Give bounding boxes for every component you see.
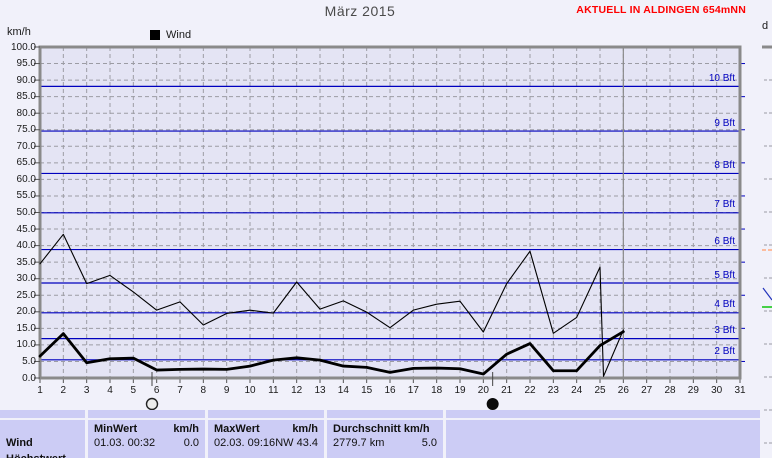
y-tick-label: 35.0	[16, 256, 36, 268]
x-tick-label: 2	[60, 385, 67, 396]
x-tick-label: 12	[291, 385, 303, 396]
durchschnitt-cell: Durchschnitt km/h 2779.7 km 5.0	[327, 420, 443, 458]
y-tick-label: 20.0	[16, 306, 36, 318]
x-tick-label: 13	[314, 385, 326, 396]
wind-average-line	[38, 330, 625, 376]
empty-cell	[446, 420, 760, 458]
y-tick-label: 5.0	[22, 355, 36, 367]
maxwert-datetime: 02.03. 09:16	[214, 437, 276, 449]
x-tick-label: 30	[711, 385, 723, 396]
x-tick-label: 4	[107, 385, 113, 396]
beaufort-label: 8 Bft	[714, 159, 735, 171]
stats-next-row-label-clipped: Höchstwert	[0, 449, 85, 458]
maxwert-direction-value: NW 43.4	[275, 437, 318, 449]
minwert-unit: km/h	[173, 423, 199, 435]
y-tick-label: 10.0	[16, 339, 36, 351]
adjacent-panel-blue-line	[762, 287, 772, 301]
y-tick-label: 30.0	[16, 273, 36, 285]
y-tick-label: 95.0	[16, 58, 36, 70]
table-strip-cell	[208, 410, 324, 418]
x-tick-label: 20	[477, 385, 489, 396]
x-tick-label: 24	[571, 385, 583, 396]
x-tick-label: 14	[337, 385, 349, 396]
x-tick-label: 11	[268, 385, 279, 396]
y-tick-label: 45.0	[16, 223, 36, 235]
new-moon-icon	[486, 398, 499, 410]
y-tick-label: 0.0	[22, 372, 36, 384]
x-tick-label: 19	[454, 385, 466, 396]
full-moon-icon	[145, 397, 159, 411]
y-tick-label: 65.0	[16, 157, 36, 169]
x-tick-label: 26	[617, 385, 629, 396]
x-tick-label: 16	[384, 385, 396, 396]
minwert-value: 0.0	[183, 437, 199, 449]
y-tick-label: 40.0	[16, 240, 36, 252]
y-tick-label: 15.0	[16, 322, 36, 334]
y-tick-label: 60.0	[16, 173, 36, 185]
table-strip-cell	[327, 410, 443, 418]
stats-row-label-cell: Wind Höchstwert	[0, 420, 85, 458]
beaufort-label: 4 Bft	[714, 299, 735, 311]
minwert-header: MinWert	[94, 423, 138, 435]
x-tick-label: 17	[407, 385, 419, 396]
status-banner: AKTUELL IN ALDINGEN 654mNN	[576, 4, 746, 16]
x-tick-label: 6	[153, 385, 160, 396]
y-tick-label: 80.0	[16, 107, 36, 119]
beaufort-label: 9 Bft	[714, 117, 735, 129]
chart-title: März 2015	[324, 3, 396, 19]
durchschnitt-value: 5.0	[421, 437, 437, 449]
minwert-datetime: 01.03. 00:32	[94, 437, 156, 449]
beaufort-label: 3 Bft	[714, 325, 735, 337]
x-tick-label: 28	[664, 385, 676, 396]
windrun-value: 2779.7 km	[333, 437, 385, 449]
beaufort-label: 2 Bft	[714, 346, 735, 358]
wind-peak-line	[39, 233, 624, 377]
table-strip-cell	[88, 410, 205, 418]
x-tick-label: 29	[687, 385, 699, 396]
stats-row-label: Wind	[6, 437, 33, 449]
maxwert-cell: MaxWert km/h 02.03. 09:16 NW 43.4	[208, 420, 324, 458]
durchschnitt-header: Durchschnitt km/h	[333, 423, 430, 435]
y-tick-label: 25.0	[16, 289, 36, 301]
y-tick-label: 70.0	[16, 140, 36, 152]
y-tick-label: 75.0	[16, 124, 36, 136]
x-tick-label: 23	[547, 385, 559, 396]
beaufort-label: 10 Bft	[708, 72, 735, 84]
y-tick-label: 100.0	[10, 41, 36, 53]
x-tick-label: 21	[501, 385, 513, 396]
x-tick-label: 8	[200, 385, 207, 396]
beaufort-label: 5 Bft	[714, 269, 735, 281]
beaufort-label: 6 Bft	[714, 236, 735, 248]
x-tick-label: 31	[734, 385, 746, 396]
x-tick-label: 27	[641, 385, 653, 396]
y-tick-label: 55.0	[16, 190, 36, 202]
y-tick-label: 90.0	[16, 74, 36, 86]
x-tick-label: 22	[524, 385, 536, 396]
y-axis-unit-label: km/h	[7, 26, 31, 38]
x-tick-label: 3	[83, 385, 90, 396]
y-tick-label: 85.0	[16, 91, 36, 103]
table-strip-cell	[0, 410, 85, 418]
maxwert-header: MaxWert	[214, 423, 260, 435]
minwert-cell: MinWert km/h 01.03. 00:32 0.0	[88, 420, 205, 458]
adjacent-panel-label: d	[762, 20, 769, 32]
x-tick-label: 1	[37, 385, 43, 396]
x-tick-label: 25	[594, 385, 606, 396]
x-tick-label: 15	[361, 385, 373, 396]
y-tick-label: 50.0	[16, 207, 36, 218]
x-tick-label: 5	[130, 385, 137, 396]
x-tick-label: 18	[431, 385, 443, 396]
legend-label: Wind	[166, 29, 192, 41]
maxwert-unit: km/h	[292, 423, 318, 435]
wind-legend: Wind	[150, 29, 191, 41]
x-tick-label: 10	[244, 385, 256, 396]
adjacent-panel-frame	[762, 45, 772, 49]
x-tick-label: 7	[177, 385, 183, 396]
table-strip-cell	[446, 410, 760, 418]
x-tick-label: 9	[223, 385, 230, 396]
legend-swatch-icon	[150, 30, 160, 40]
beaufort-label: 7 Bft	[714, 199, 735, 211]
